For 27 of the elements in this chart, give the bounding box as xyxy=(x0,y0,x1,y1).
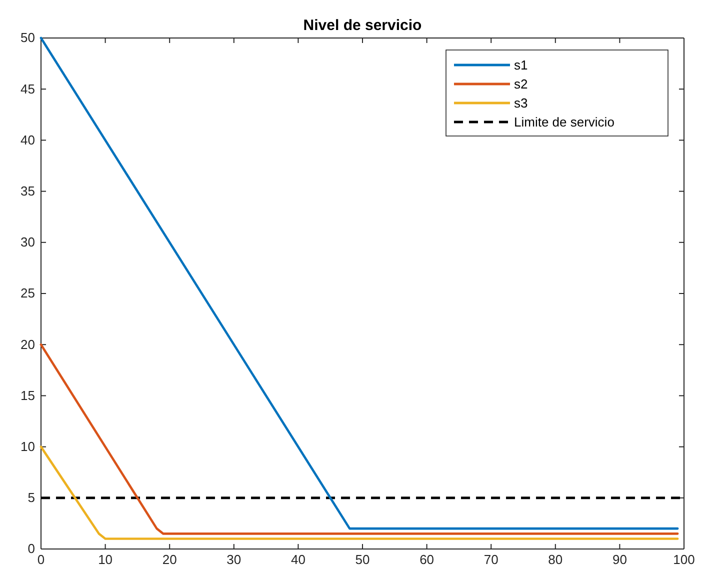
x-tick-label: 80 xyxy=(548,552,563,568)
x-tick-label: 90 xyxy=(612,552,627,568)
y-tick-label: 10 xyxy=(20,438,35,454)
x-tick-label: 50 xyxy=(355,552,370,568)
y-tick-label: 40 xyxy=(20,132,35,148)
y-tick-label: 30 xyxy=(20,234,35,250)
x-tick-label: 100 xyxy=(673,552,695,568)
y-tick-label: 20 xyxy=(20,336,35,352)
x-tick-label: 60 xyxy=(420,552,434,568)
legend-label: Limite de servicio xyxy=(514,114,614,130)
chart-title: Nivel de servicio xyxy=(303,17,422,34)
y-tick-label: 45 xyxy=(20,81,35,96)
legend-label: s3 xyxy=(514,96,528,110)
x-tick-label: 20 xyxy=(162,552,177,568)
y-tick-label: 15 xyxy=(20,388,35,403)
x-tick-label: 40 xyxy=(290,552,306,568)
y-tick-label: 25 xyxy=(20,286,35,301)
y-tick-label: 5 xyxy=(28,490,35,506)
y-tick-label: 50 xyxy=(20,30,35,46)
x-tick-label: 70 xyxy=(484,552,498,568)
x-tick-label: 30 xyxy=(226,552,242,568)
legend-label: s2 xyxy=(514,76,528,92)
y-tick-label: 0 xyxy=(28,541,35,556)
legend-label: s1 xyxy=(514,58,528,72)
x-tick-label: 10 xyxy=(98,552,113,568)
x-tick-label: 0 xyxy=(37,552,45,568)
y-tick-label: 35 xyxy=(20,183,35,198)
